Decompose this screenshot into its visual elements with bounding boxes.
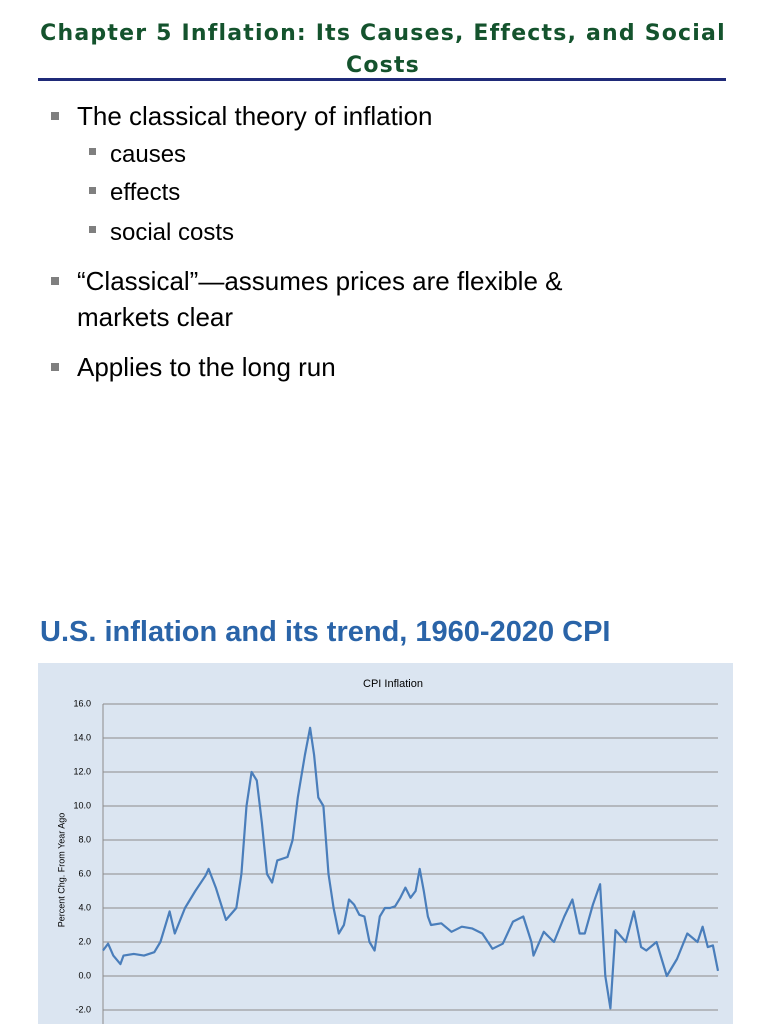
chart-background <box>38 663 733 1024</box>
y-tick-label: 14.0 <box>73 732 91 742</box>
y-tick-label: 16.0 <box>73 698 91 708</box>
bullet-icon <box>51 112 59 120</box>
y-tick-label: 0.0 <box>78 970 91 980</box>
sub-bullet-text: effects <box>110 179 181 206</box>
sub-bullet-text: causes <box>110 141 187 168</box>
bullet-icon <box>51 363 59 371</box>
title-rule <box>38 78 726 81</box>
y-axis-label: Percent Chg. From Year Ago <box>56 813 66 928</box>
bullet-icon <box>89 226 96 233</box>
section-title: U.S. inflation and its trend, 1960-2020 … <box>40 616 611 648</box>
bullet-icon <box>51 277 59 285</box>
y-tick-label: 6.0 <box>78 868 91 878</box>
bullet-text: The classical theory of inflation <box>77 101 433 131</box>
y-tick-label: 10.0 <box>73 800 91 810</box>
y-tick-label: 8.0 <box>78 834 91 844</box>
y-tick-label: 2.0 <box>78 936 91 946</box>
y-tick-label: 4.0 <box>78 902 91 912</box>
y-tick-label: -2.0 <box>75 1004 91 1014</box>
bullet-icon <box>89 187 96 194</box>
bullet-text: “Classical”—assumes prices are flexible … <box>77 266 563 332</box>
y-tick-label: 12.0 <box>73 766 91 776</box>
chart-title: CPI Inflation <box>363 678 423 690</box>
data-line <box>102 726 720 1010</box>
bullet-icon <box>89 148 96 155</box>
slide-title: Chapter 5 Inflation: Its Causes, Effects… <box>40 21 726 78</box>
bullet-text: Applies to the long run <box>77 352 336 382</box>
sub-bullet-text: social costs <box>110 219 235 246</box>
